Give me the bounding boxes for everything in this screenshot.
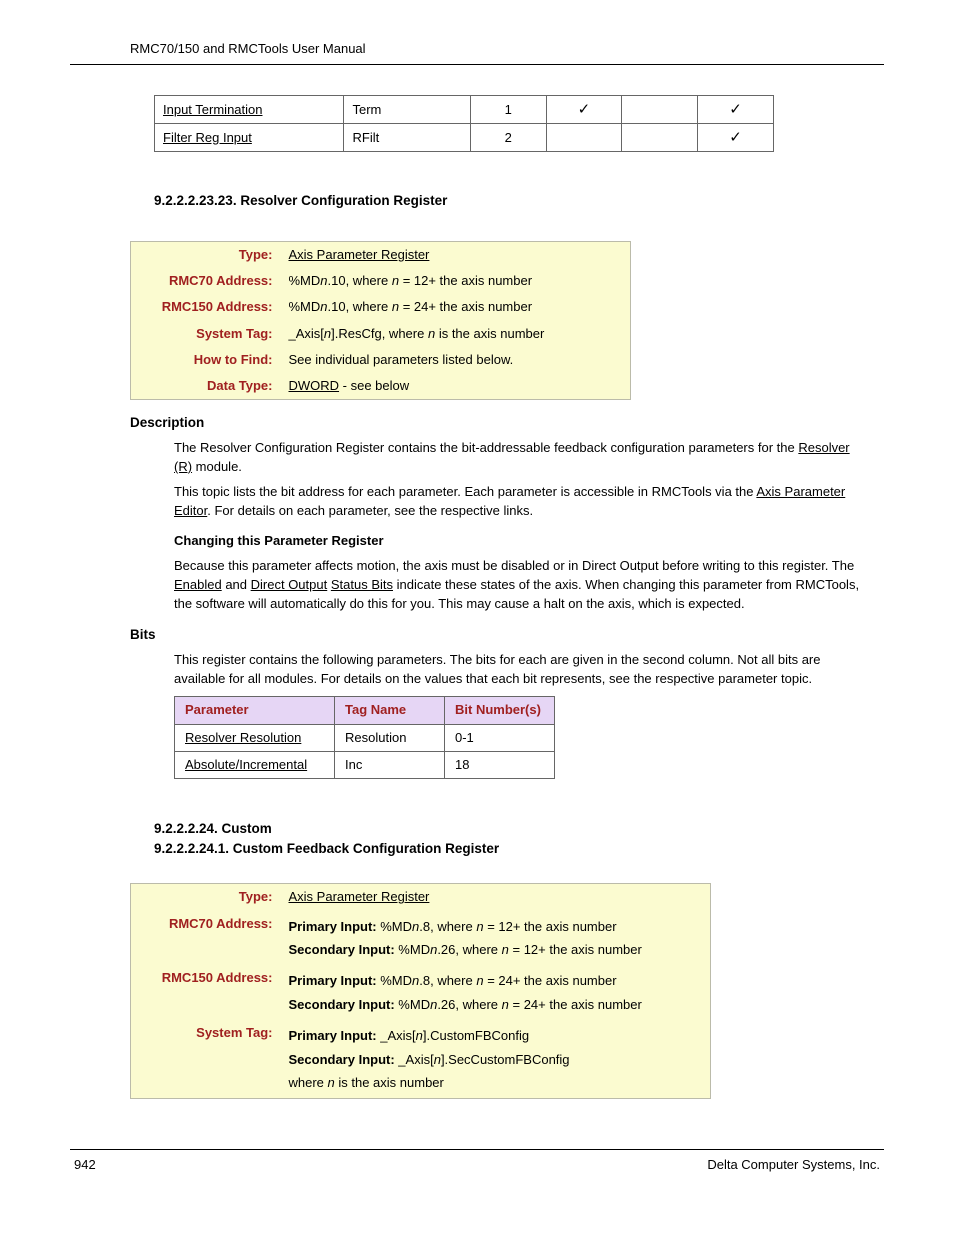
description-text-2: This topic lists the bit address for eac… [174,483,884,521]
bits-heading: Bits [130,626,884,645]
footer-rule [70,1149,884,1150]
custom-section-headings: 9.2.2.2.24. Custom 9.2.2.2.24.1. Custom … [154,819,884,860]
link-resolver-resolution[interactable]: Resolver Resolution [185,730,301,745]
page-header: RMC70/150 and RMCTools User Manual [70,40,884,58]
table-row: Resolver Resolution Resolution 0-1 [175,724,555,751]
link-status-bits[interactable]: Status Bits [331,577,393,592]
page-number: 942 [74,1156,96,1174]
section-heading-resolver: 9.2.2.2.23.23. Resolver Configuration Re… [154,192,884,211]
link-absolute-incremental[interactable]: Absolute/Incremental [185,757,307,772]
bits-header-parameter: Parameter [175,697,335,724]
changing-text: Because this parameter affects motion, t… [174,557,884,614]
link-filter-reg-input[interactable]: Filter Reg Input [163,130,252,145]
changing-heading: Changing this Parameter Register [174,532,884,551]
table-row: Absolute/Incremental Inc 18 [175,751,555,778]
top-summary-table: Input Termination Term 1 ✓ ✓ Filter Reg … [154,95,774,152]
link-input-termination[interactable]: Input Termination [163,102,263,117]
description-text-1: The Resolver Configuration Register cont… [174,439,884,477]
bits-description: This register contains the following par… [174,651,884,689]
bits-header-bitnum: Bit Number(s) [445,697,555,724]
check-icon: ✓ [729,129,742,146]
link-dword[interactable]: DWORD [289,378,340,393]
link-enabled[interactable]: Enabled [174,577,222,592]
link-axis-parameter-register[interactable]: Axis Parameter Register [289,247,430,262]
page-footer: 942 Delta Computer Systems, Inc. [70,1156,884,1174]
bits-header-tagname: Tag Name [335,697,445,724]
check-icon: ✓ [578,101,591,118]
description-heading: Description [130,414,884,433]
info-table-custom: Type:Axis Parameter Register RMC70 Addre… [130,883,711,1099]
table-row: Input Termination Term 1 ✓ ✓ [155,96,774,124]
link-direct-output[interactable]: Direct Output [251,577,328,592]
footer-company: Delta Computer Systems, Inc. [707,1156,880,1174]
header-rule [70,64,884,65]
bits-table: Parameter Tag Name Bit Number(s) Resolve… [174,696,555,779]
link-axis-parameter-register-2[interactable]: Axis Parameter Register [289,889,430,904]
check-icon: ✓ [729,101,742,118]
info-table-resolver: Type:Axis Parameter Register RMC70 Addre… [130,241,631,400]
table-row: Filter Reg Input RFilt 2 ✓ [155,124,774,152]
